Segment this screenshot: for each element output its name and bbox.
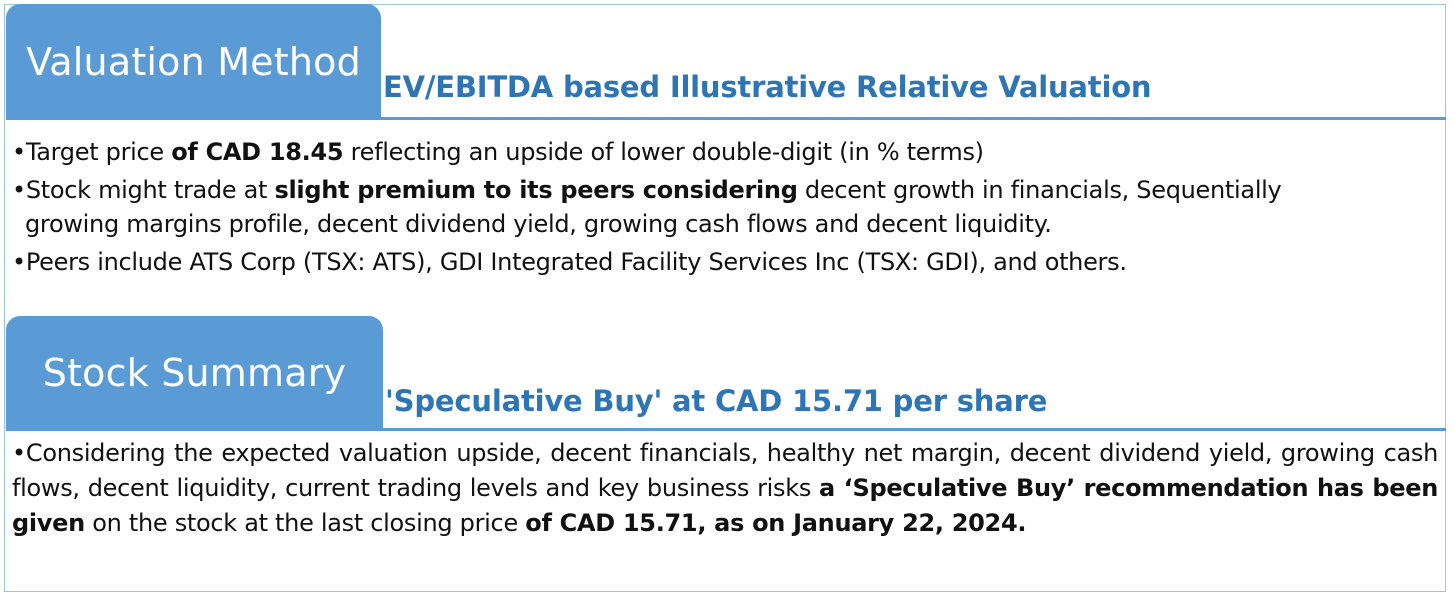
content-frame: [4, 4, 1446, 592]
valuation-method-tab: Valuation Method: [6, 4, 381, 120]
stock-summary-paragraph: •Considering the expected valuation upsi…: [12, 439, 1439, 537]
valuation-divider: [6, 117, 1446, 120]
stock-summary-subtitle: 'Speculative Buy' at CAD 15.71 per share: [385, 384, 1048, 418]
valuation-subtitle: EV/EBITDA based Illustrative Relative Va…: [383, 70, 1152, 104]
stock-summary-tab-label: Stock Summary: [42, 351, 347, 395]
valuation-bullet-premium: •Stock might trade at slight premium to …: [12, 176, 1282, 204]
stock-summary-divider: [6, 428, 1446, 431]
valuation-bullets: •Target price of CAD 18.45 reflecting an…: [12, 135, 1432, 279]
valuation-bullet-premium-cont: growing margins profile, decent dividend…: [25, 210, 1052, 238]
valuation-bullet-target-price: •Target price of CAD 18.45 reflecting an…: [12, 138, 984, 166]
valuation-bullet-peers: •Peers include ATS Corp (TSX: ATS), GDI …: [12, 248, 1127, 276]
stock-summary-tab: Stock Summary: [6, 316, 383, 430]
valuation-method-tab-label: Valuation Method: [26, 40, 361, 84]
